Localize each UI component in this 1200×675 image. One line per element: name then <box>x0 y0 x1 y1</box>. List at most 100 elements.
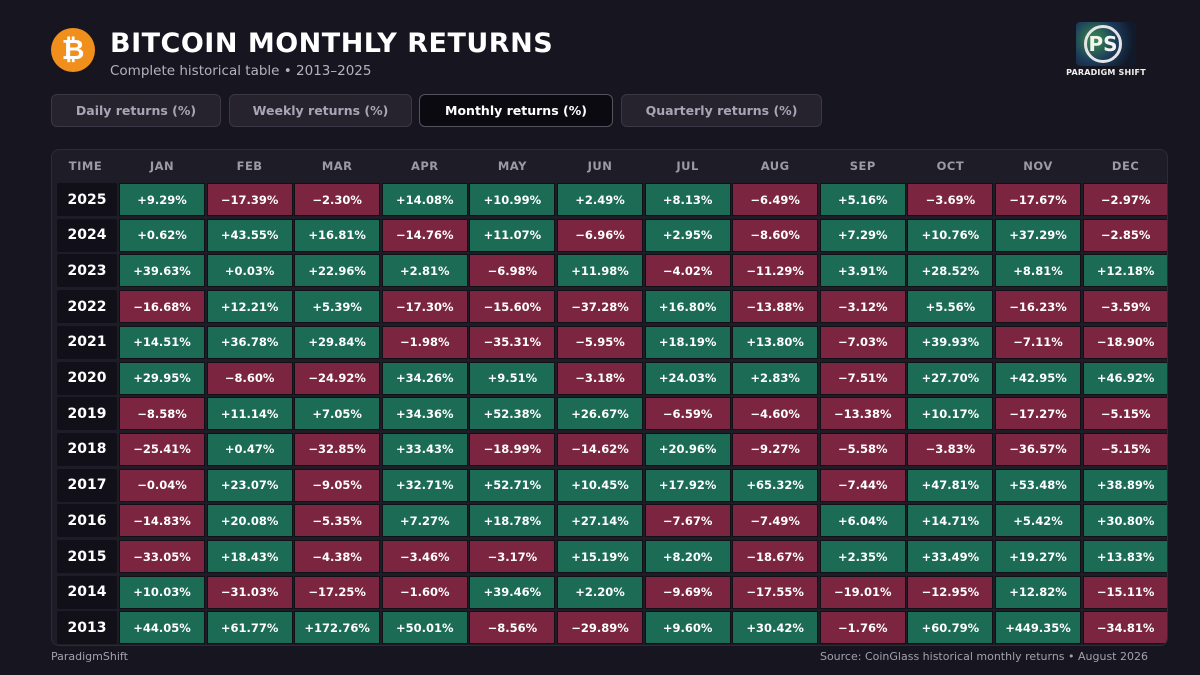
return-cell: +11.98% <box>557 254 643 288</box>
return-cell: +52.38% <box>469 397 556 431</box>
row-year: 2013 <box>57 611 117 645</box>
return-cell: +52.71% <box>469 468 556 502</box>
return-cell: +36.78% <box>206 325 293 359</box>
return-cell: +11.14% <box>206 397 293 431</box>
row-year: 2019 <box>57 397 117 431</box>
table-row: 2018 −25.41% +0.47% −32.85% +33.43% −18.99% −1… <box>52 432 1167 468</box>
return-cell: −3.12% <box>819 290 906 324</box>
header-month: NOV <box>1023 159 1053 173</box>
header-month: OCT <box>936 159 965 173</box>
return-cell: +33.43% <box>381 432 468 466</box>
return-cell: +7.05% <box>294 397 381 431</box>
return-cell: −6.96% <box>557 218 643 252</box>
tab-quarterly-returns[interactable]: Quarterly returns (%) <box>621 94 822 127</box>
return-cell: −17.55% <box>732 575 819 609</box>
return-cell: +43.55% <box>206 218 293 252</box>
table-row: 2020 +29.95% −8.60% −24.92% +34.26% +9.51% −3.… <box>52 361 1167 397</box>
return-cell: −15.60% <box>469 290 556 324</box>
return-cell: +42.95% <box>995 361 1081 395</box>
return-cell: +2.95% <box>644 218 731 252</box>
return-cell: −7.49% <box>732 504 819 538</box>
header-month: DEC <box>1111 159 1140 173</box>
return-cell: +8.81% <box>995 254 1081 288</box>
return-cell: +2.20% <box>557 575 643 609</box>
return-cell: +5.39% <box>294 290 381 324</box>
return-cell: −17.27% <box>995 397 1081 431</box>
return-cell: +12.21% <box>206 290 293 324</box>
return-cell: −18.90% <box>1082 325 1167 359</box>
header-month: MAY <box>497 159 527 173</box>
return-cell: +449.35% <box>995 611 1081 645</box>
return-cell: +3.91% <box>819 254 906 288</box>
return-cell: +50.01% <box>381 611 468 645</box>
return-cell: −3.17% <box>469 540 556 573</box>
return-cell: −5.15% <box>1082 432 1167 466</box>
return-cell: +32.71% <box>381 468 468 502</box>
return-cell: +14.08% <box>381 183 468 216</box>
return-cell: +15.19% <box>557 540 643 573</box>
return-cell: +29.84% <box>294 325 381 359</box>
return-cell: +30.42% <box>732 611 819 645</box>
return-cell: −15.11% <box>1082 575 1167 609</box>
return-cell: −19.01% <box>819 575 906 609</box>
bitcoin-logo-icon: ₿ <box>51 28 95 72</box>
return-cell: +38.89% <box>1082 468 1167 502</box>
table-row: 2016 −14.83% +20.08% −5.35% +7.27% +18.78% +27… <box>52 503 1167 539</box>
table-row: 2015 −33.05% +18.43% −4.38% −3.46% −3.17% +15.… <box>52 539 1167 575</box>
row-year: 2014 <box>57 575 117 609</box>
return-cell: +8.13% <box>644 183 731 216</box>
return-cell: +2.35% <box>819 540 906 573</box>
return-cell: −18.67% <box>732 540 819 573</box>
return-cell: −31.03% <box>206 575 293 609</box>
return-cell: +18.43% <box>206 540 293 573</box>
return-cell: −6.98% <box>469 254 556 288</box>
return-cell: −3.83% <box>907 432 994 466</box>
return-cell: −18.99% <box>469 432 556 466</box>
brand-name: PARADIGM SHIFT <box>1066 68 1146 77</box>
footer-source: Source: CoinGlass historical monthly ret… <box>819 650 1148 663</box>
brand-glyph: PS <box>1088 32 1118 56</box>
return-cell: +2.81% <box>381 254 468 288</box>
tab-weekly-returns[interactable]: Weekly returns (%) <box>229 94 412 127</box>
return-cell: −4.60% <box>732 397 819 431</box>
return-cell: −14.76% <box>381 218 468 252</box>
row-year: 2021 <box>57 325 117 359</box>
return-cell: −17.25% <box>294 575 381 609</box>
return-cell: −16.23% <box>995 290 1081 324</box>
return-cell: +14.71% <box>907 504 994 538</box>
brand-logo: PS PARADIGM SHIFT <box>1066 22 1146 80</box>
return-cell: −7.03% <box>819 325 906 359</box>
return-cell: +29.95% <box>119 361 205 395</box>
return-cell: −17.30% <box>381 290 468 324</box>
page-title: BITCOIN MONTHLY RETURNS <box>110 28 554 59</box>
page-subtitle: Complete historical table • 2013–2025 <box>110 63 372 79</box>
return-cell: +19.27% <box>995 540 1081 573</box>
tab-daily-returns[interactable]: Daily returns (%) <box>51 94 221 127</box>
return-cell: +8.20% <box>644 540 731 573</box>
return-cell: +17.92% <box>644 468 731 502</box>
header-month: AUG <box>760 159 790 173</box>
return-cell: +9.51% <box>469 361 556 395</box>
row-year: 2016 <box>57 504 117 538</box>
return-cell: +27.14% <box>557 504 643 538</box>
return-cell: −3.69% <box>907 183 994 216</box>
return-cell: +10.99% <box>469 183 556 216</box>
return-cell: +9.60% <box>644 611 731 645</box>
return-cell: −7.11% <box>995 325 1081 359</box>
return-cell: +12.82% <box>995 575 1081 609</box>
return-cell: +5.42% <box>995 504 1081 538</box>
return-cell: +20.08% <box>206 504 293 538</box>
return-cell: +10.17% <box>907 397 994 431</box>
return-cell: +13.80% <box>732 325 819 359</box>
return-cell: −2.85% <box>1082 218 1167 252</box>
return-cell: −29.89% <box>557 611 643 645</box>
monthly-returns-table: TIME JAN FEB MAR APR MAY JUN JUL AUG SEP OCT NOV DEC… <box>51 149 1168 646</box>
return-cell: −1.76% <box>819 611 906 645</box>
return-cell: +65.32% <box>732 468 819 502</box>
return-cell: −8.56% <box>469 611 556 645</box>
table-header-row: TIME JAN FEB MAR APR MAY JUN JUL AUG SEP OCT NOV DEC <box>52 150 1167 182</box>
tab-monthly-returns[interactable]: Monthly returns (%) <box>419 94 613 127</box>
return-cell: −6.59% <box>644 397 731 431</box>
return-cell: −4.02% <box>644 254 731 288</box>
return-cell: −7.67% <box>644 504 731 538</box>
